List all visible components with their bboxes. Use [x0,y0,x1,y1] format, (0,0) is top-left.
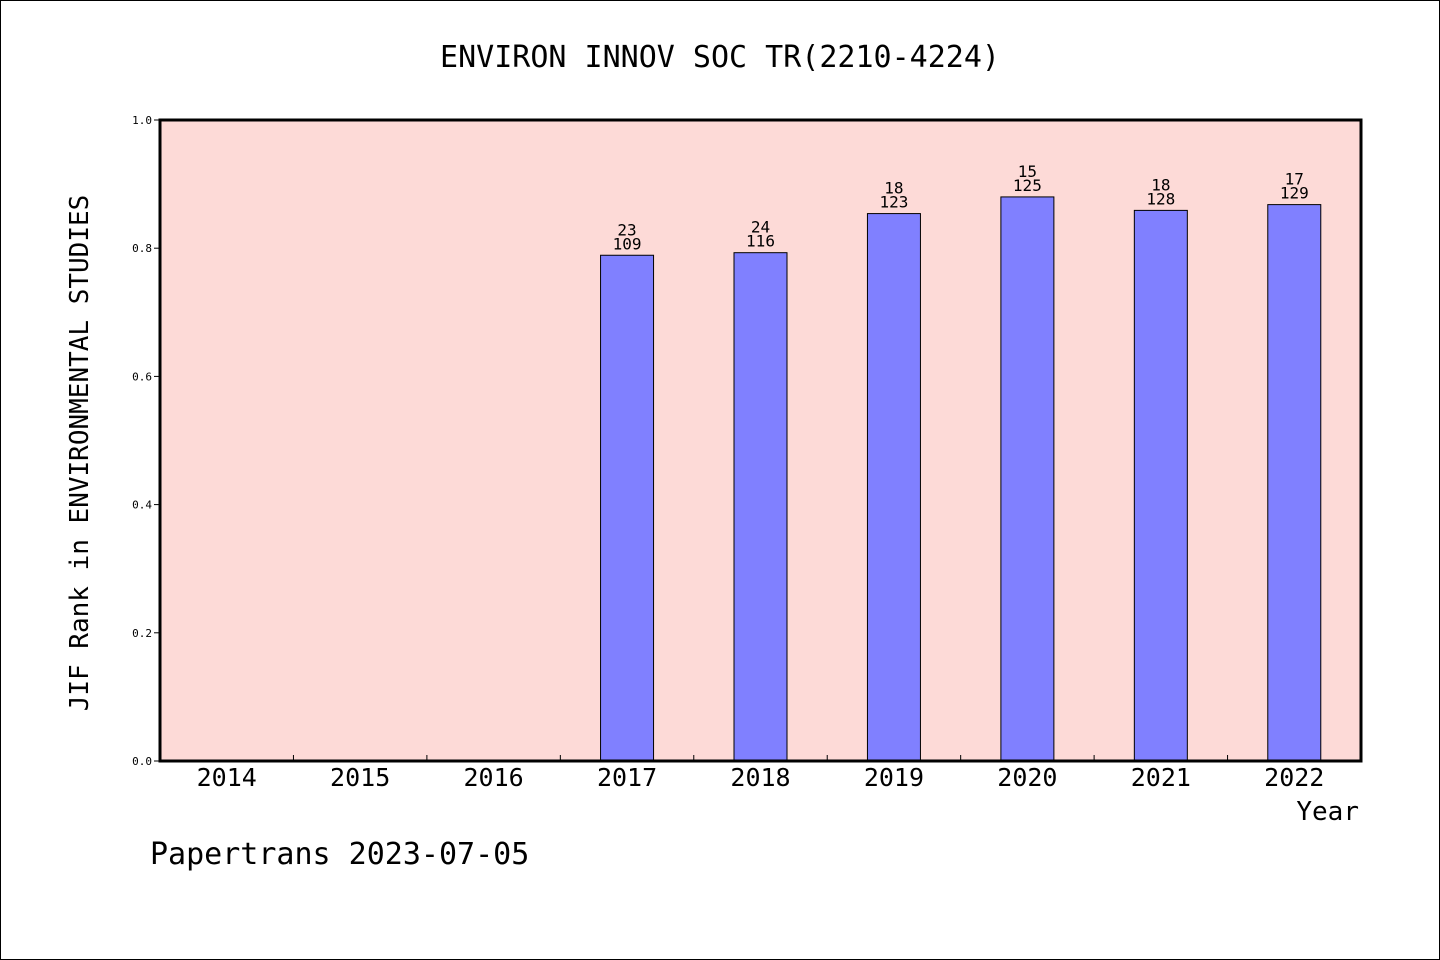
y-tick-label: 0.6 [132,370,152,383]
x-tick-label: 2017 [597,763,657,792]
x-tick-label: 2020 [997,763,1057,792]
chart-title: ENVIRON INNOV SOC TR(2210-4224) [440,40,1000,75]
bar-2017 [600,254,655,762]
x-tick-label: 2022 [1264,763,1324,792]
y-tick-label: 0.0 [132,755,152,768]
y-tick-label: 1.0 [132,114,152,127]
rank-label-2019: 18 [884,179,903,198]
rank-label-2018: 24 [751,218,770,237]
rank-label-2022: 17 [1285,170,1304,189]
x-tick-label: 2014 [197,763,257,792]
y-axis-label: JIF Rank in ENVIRONMENTAL STUDIES [65,195,95,712]
total-label-2022: 129 [1280,184,1309,203]
total-label-2021: 128 [1146,189,1175,208]
bar-2018 [733,252,788,762]
bar-2020 [1000,196,1055,762]
plot-border [158,118,1363,763]
total-label-2017: 109 [613,234,642,253]
rank-label-2021: 18 [1151,175,1170,194]
x-tick-label: 2018 [730,763,790,792]
total-label-2020: 125 [1013,176,1042,195]
x-tick-label: 2016 [464,763,524,792]
x-axis-label: Year [1296,797,1359,827]
bar-2021 [1133,209,1188,762]
x-tick-label: 2015 [330,763,390,792]
y-tick-label: 0.2 [132,627,152,640]
total-label-2019: 123 [879,193,908,212]
total-label-2018: 116 [746,232,775,251]
footer-text: Papertrans 2023-07-05 [150,837,529,872]
y-tick-label: 0.8 [132,242,152,255]
x-tick-label: 2019 [864,763,924,792]
rank-label-2017: 23 [617,220,636,239]
rank-label-2020: 15 [1018,162,1037,181]
bar-2019 [866,213,921,762]
bar-2022 [1267,204,1322,762]
y-tick-label: 0.4 [132,499,152,512]
x-tick-label: 2021 [1131,763,1191,792]
